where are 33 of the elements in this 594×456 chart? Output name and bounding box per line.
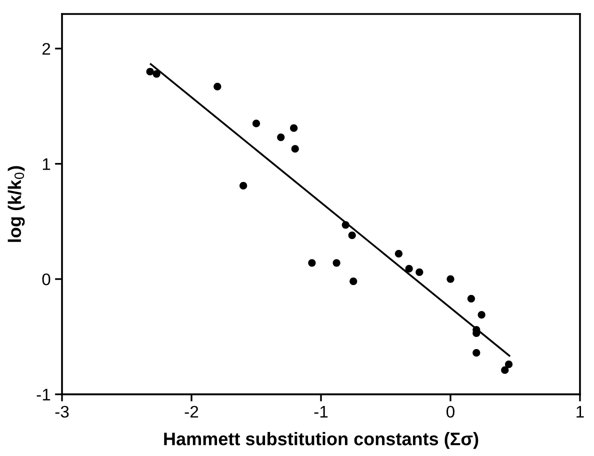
point [342,221,350,229]
point [501,366,509,374]
y-tick-label: 2 [42,42,50,55]
y-tick-label: 0 [42,273,50,286]
point [405,264,413,272]
point [504,360,513,368]
point [308,259,316,267]
point [214,82,222,90]
point [446,275,454,283]
x-tick-label: 0 [446,406,454,418]
point [348,231,356,240]
point [472,349,480,357]
point [416,268,424,276]
x-tick-label: -2 [184,406,198,418]
y-tick-label: -1 [36,388,50,400]
point [478,310,486,319]
x-axis-title: Hammett substitution constants (Σσ) [164,432,478,449]
point [350,278,358,286]
point [291,145,299,153]
x-tick-label: -1 [314,406,328,418]
point [290,124,298,132]
point [152,70,160,78]
point [332,259,340,267]
x-tick-label: -3 [55,406,69,418]
point [240,182,248,190]
point [467,294,476,302]
point [394,250,402,258]
x-tick-label: 1 [576,406,584,418]
point [252,120,260,128]
y-tick-label: 1 [42,158,50,170]
y-axis-title: log (k/k$_{0}$) [8,166,25,242]
point [277,134,285,142]
point [146,68,154,76]
